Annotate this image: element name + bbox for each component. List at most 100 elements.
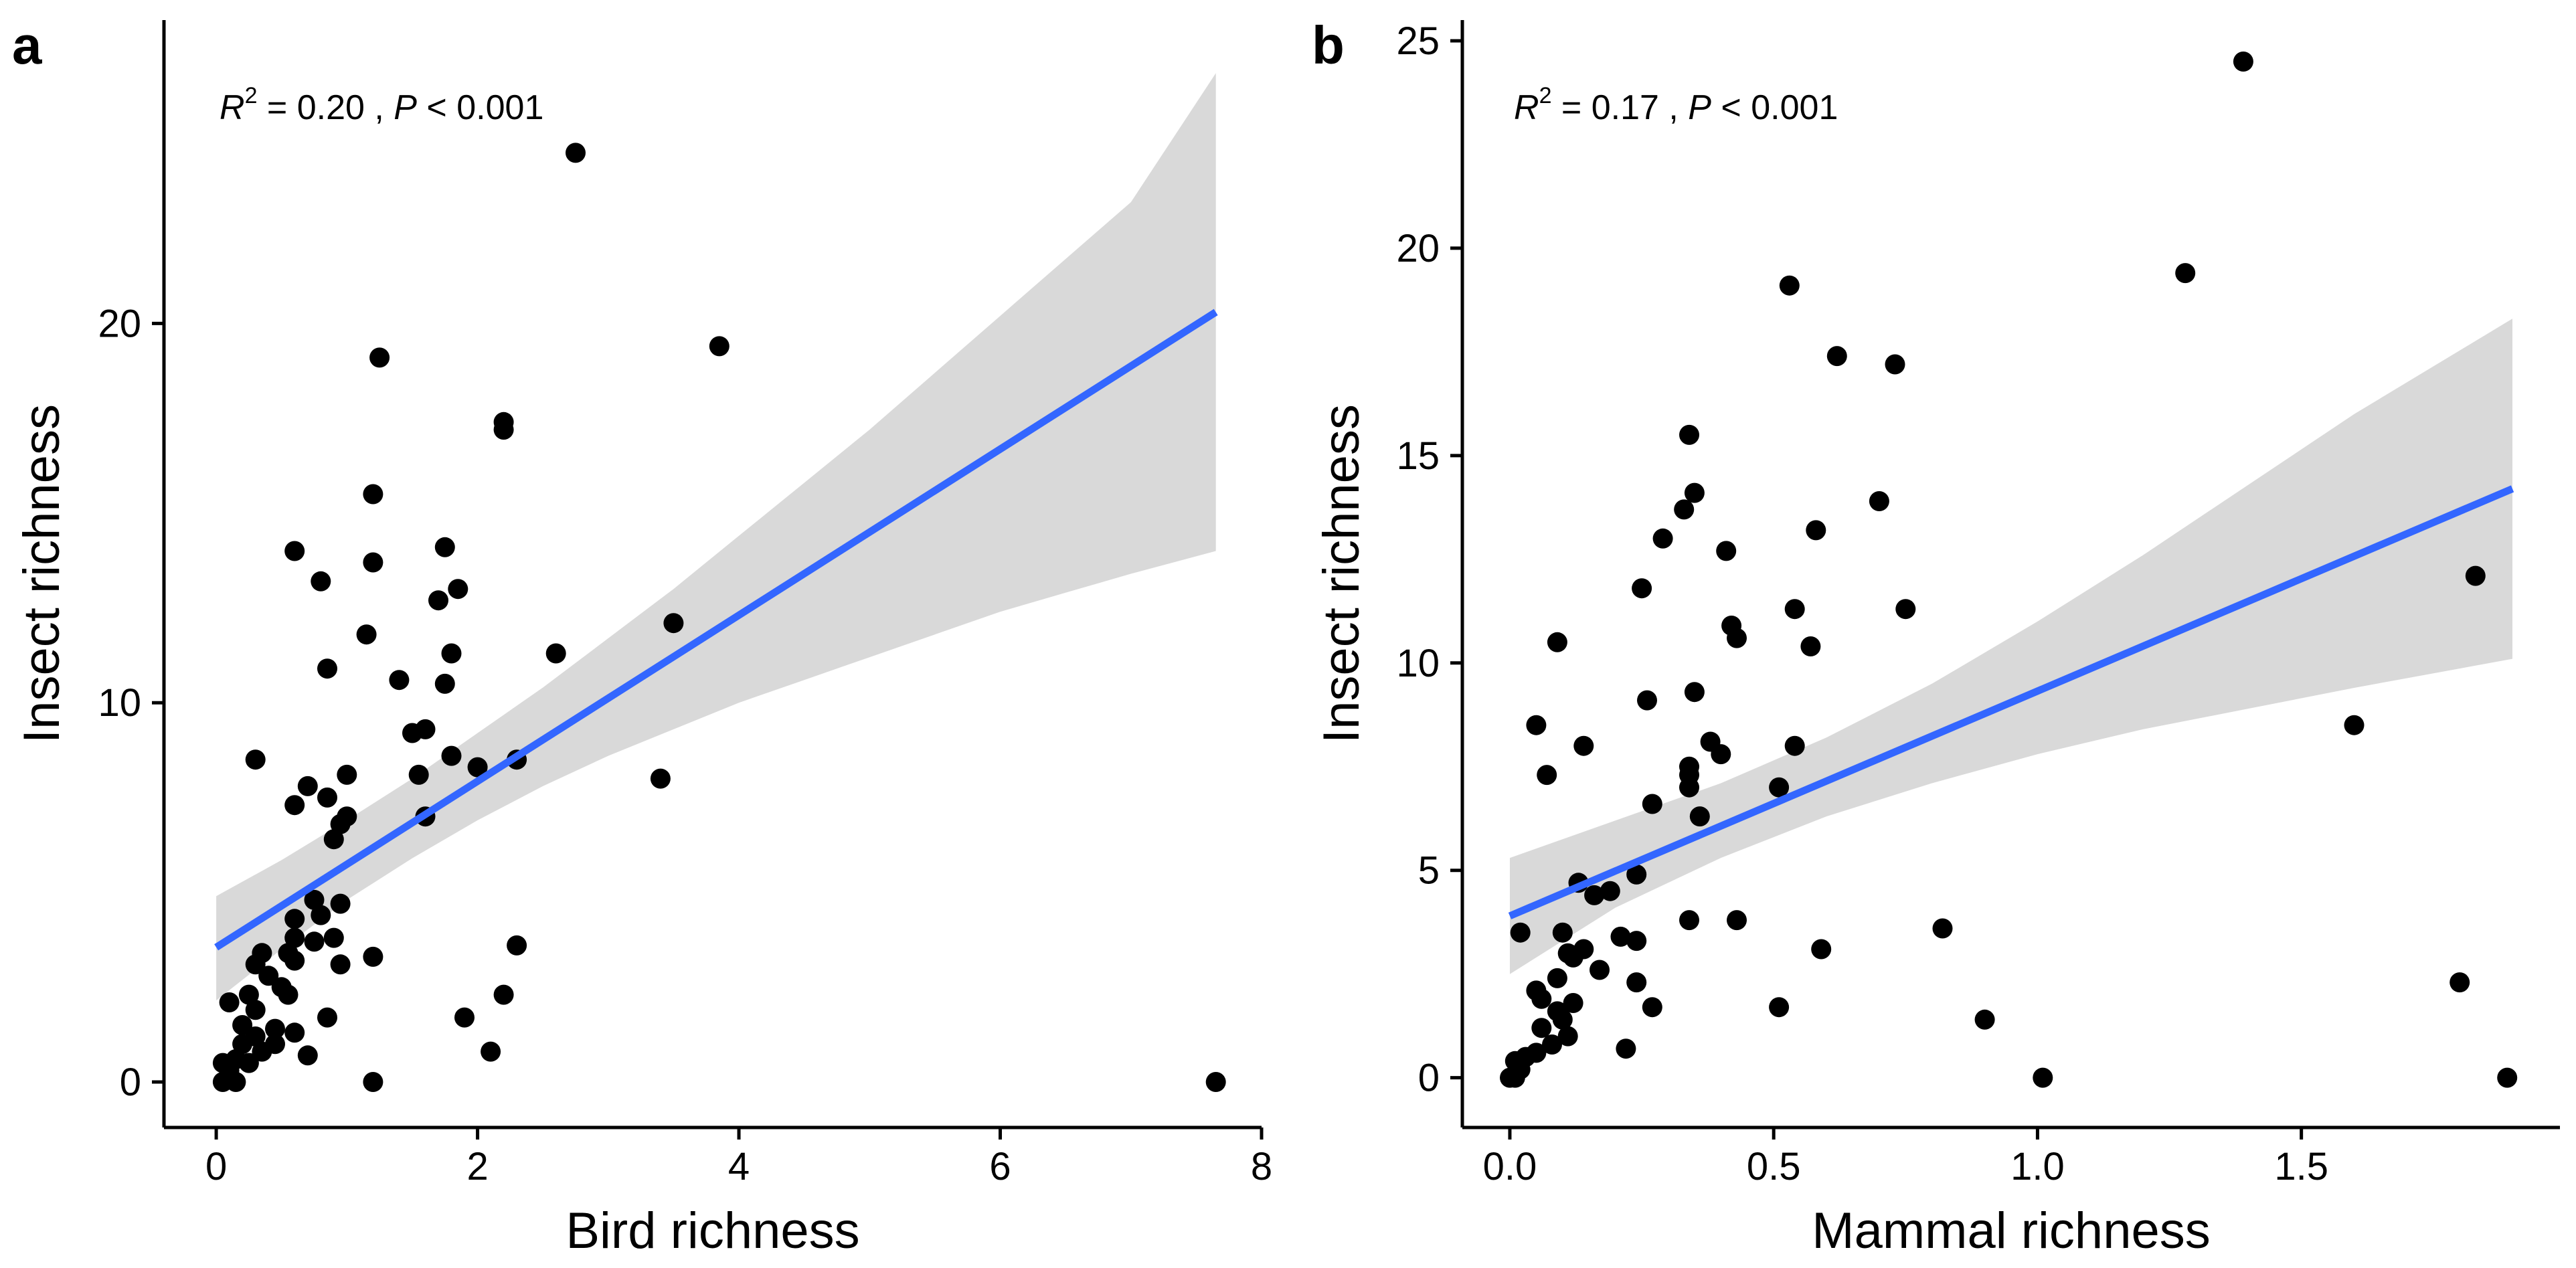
- y-tick-label: 15: [1396, 434, 1440, 478]
- x-tick-label: 8: [1251, 1145, 1272, 1188]
- data-point: [1784, 735, 1805, 756]
- data-point: [566, 143, 586, 163]
- data-point: [545, 643, 566, 664]
- panel-letter: b: [1312, 15, 1345, 75]
- y-tick-label: 10: [1396, 642, 1440, 685]
- x-tick-label: 0.0: [1483, 1145, 1537, 1188]
- data-point: [311, 571, 331, 592]
- data-point: [284, 541, 305, 561]
- x-tick-label: 0: [205, 1145, 227, 1188]
- y-axis-title: Insect richness: [1313, 404, 1370, 743]
- data-point: [1542, 1034, 1562, 1055]
- data-point: [1626, 972, 1647, 993]
- data-point: [1642, 794, 1662, 814]
- data-point: [363, 484, 383, 505]
- data-point: [1779, 275, 1800, 296]
- data-point: [323, 927, 344, 948]
- data-point: [434, 537, 455, 557]
- data-point: [1679, 424, 1699, 445]
- x-axis-title: Mammal richness: [1812, 1202, 2210, 1259]
- stats-annotation: R2 = 0.20 , P < 0.001: [220, 83, 543, 127]
- panel-b: 0.0 0.5 1.0 1.5 0 5 10 15 20 25 Mammal richness Ins…: [1312, 15, 2560, 1259]
- x-tick-label: 0.5: [1747, 1145, 1801, 1188]
- data-point: [1869, 491, 1889, 511]
- y-tick-label: 20: [1396, 227, 1440, 270]
- data-point: [2033, 1067, 2053, 1088]
- data-point: [304, 931, 325, 952]
- data-point: [1689, 806, 1710, 827]
- data-point: [1811, 939, 1832, 960]
- data-point: [507, 935, 527, 956]
- data-point: [245, 1000, 266, 1020]
- data-point: [304, 889, 325, 910]
- data-point: [245, 749, 266, 770]
- data-point: [1684, 482, 1705, 503]
- data-point: [1974, 1009, 1995, 1030]
- annot-r-value: = 0.20 ,: [257, 88, 394, 127]
- data-point: [284, 1022, 305, 1043]
- data-point: [1826, 346, 1847, 367]
- data-point: [1547, 968, 1567, 988]
- confidence-band: [1510, 319, 2512, 974]
- data-point: [284, 927, 305, 948]
- y-tick-label: 0: [1418, 1057, 1440, 1100]
- x-tick-label: 1.5: [2274, 1145, 2328, 1188]
- x-tick-label: 4: [728, 1145, 750, 1188]
- data-point: [1716, 541, 1737, 561]
- data-point: [493, 984, 514, 1005]
- data-point: [1205, 1072, 1226, 1092]
- data-point: [663, 613, 684, 634]
- data-point: [1626, 931, 1647, 952]
- data-point: [297, 776, 318, 796]
- x-axis-title: Bird richness: [566, 1202, 859, 1259]
- data-point: [1806, 520, 1826, 541]
- data-point: [1727, 910, 1747, 931]
- data-point: [1674, 499, 1695, 520]
- x-tick-label: 2: [466, 1145, 488, 1188]
- data-point: [434, 673, 455, 694]
- data-point: [1531, 1018, 1552, 1038]
- annot-r-superscript: 2: [245, 83, 258, 108]
- data-point: [441, 745, 462, 766]
- data-point: [481, 1041, 501, 1062]
- data-point: [317, 787, 337, 808]
- data-point: [317, 1007, 337, 1028]
- data-point: [1563, 947, 1583, 968]
- data-point: [1537, 765, 1557, 786]
- data-point: [1573, 735, 1594, 756]
- data-point: [1600, 881, 1620, 901]
- annot-r-symbol: R: [220, 88, 245, 127]
- data-point: [1626, 864, 1647, 885]
- data-point: [1584, 885, 1605, 905]
- annot-p-value: < 0.001: [1711, 88, 1838, 127]
- data-point: [265, 1018, 285, 1039]
- panel-letter: a: [12, 15, 42, 75]
- data-point: [2344, 715, 2365, 735]
- data-point: [226, 1072, 246, 1092]
- data-point: [1769, 997, 1790, 1018]
- data-point: [2465, 565, 2486, 586]
- regression-line: [1508, 485, 2514, 919]
- data-point: [219, 992, 240, 1012]
- annot-p-value: < 0.001: [417, 88, 543, 127]
- data-point: [1885, 354, 1905, 375]
- data-point: [493, 420, 514, 440]
- annot-r-superscript: 2: [1539, 83, 1552, 108]
- y-tick-label: 20: [98, 302, 141, 345]
- data-point: [1552, 922, 1573, 943]
- data-point: [415, 719, 436, 739]
- data-point: [278, 984, 298, 1005]
- data-point: [1642, 997, 1662, 1018]
- data-point: [709, 336, 729, 357]
- data-point: [1727, 628, 1747, 648]
- annot-r-value: = 0.17 ,: [1551, 88, 1688, 127]
- y-tick-label: 5: [1418, 849, 1440, 893]
- x-tick-label: 6: [989, 1145, 1011, 1188]
- data-point: [363, 552, 383, 573]
- data-point: [1547, 632, 1567, 652]
- data-point: [284, 950, 305, 971]
- stats-annotation: R2 = 0.17 , P < 0.001: [1514, 83, 1838, 127]
- data-point: [448, 579, 468, 600]
- data-point: [408, 764, 429, 785]
